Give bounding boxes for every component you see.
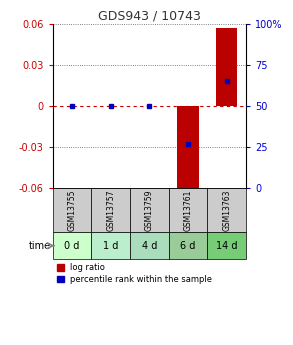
Bar bbox=[130, 188, 169, 232]
Bar bbox=[91, 232, 130, 259]
Text: GSM13761: GSM13761 bbox=[184, 189, 193, 231]
Text: 14 d: 14 d bbox=[216, 241, 238, 251]
Bar bbox=[91, 188, 130, 232]
Text: GSM13757: GSM13757 bbox=[106, 189, 115, 231]
Text: GSM13755: GSM13755 bbox=[68, 189, 76, 231]
Bar bbox=[207, 188, 246, 232]
Text: 0 d: 0 d bbox=[64, 241, 80, 251]
Bar bbox=[216, 28, 237, 106]
Text: 6 d: 6 d bbox=[180, 241, 196, 251]
Text: GSM13759: GSM13759 bbox=[145, 189, 154, 231]
Bar bbox=[169, 232, 207, 259]
Title: GDS943 / 10743: GDS943 / 10743 bbox=[98, 10, 201, 23]
Text: 1 d: 1 d bbox=[103, 241, 118, 251]
Bar bbox=[207, 232, 246, 259]
Text: 4 d: 4 d bbox=[142, 241, 157, 251]
Legend: log ratio, percentile rank within the sample: log ratio, percentile rank within the sa… bbox=[57, 263, 212, 284]
Bar bbox=[169, 188, 207, 232]
Text: GSM13763: GSM13763 bbox=[222, 189, 231, 231]
Bar bbox=[53, 188, 91, 232]
Bar bbox=[53, 232, 91, 259]
Text: time: time bbox=[29, 241, 51, 251]
Bar bbox=[130, 232, 169, 259]
Bar bbox=[178, 106, 199, 195]
